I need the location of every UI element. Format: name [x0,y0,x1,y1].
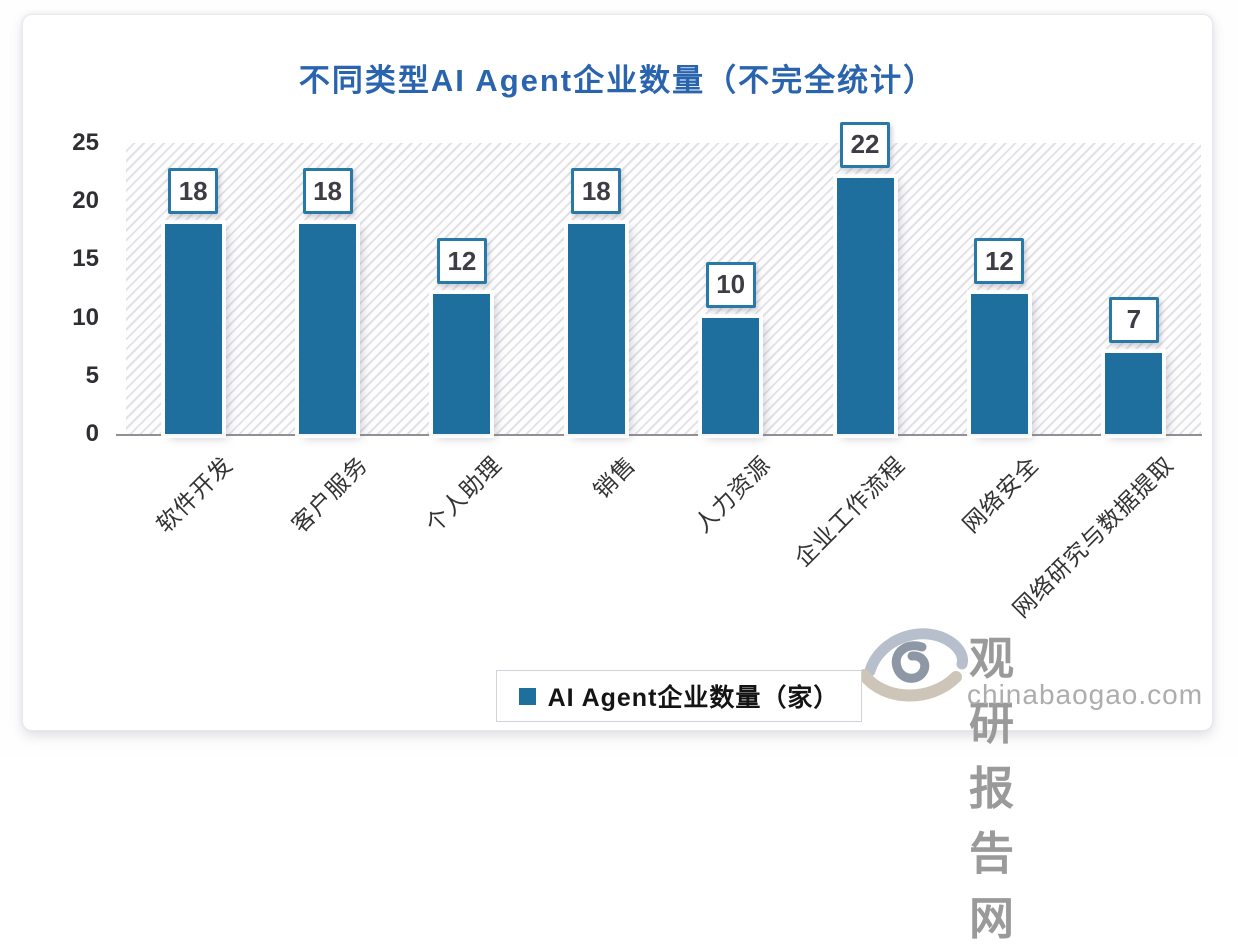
bar-value-label: 18 [302,168,353,215]
x-axis-line [116,434,1202,436]
bar-value-label: 18 [571,168,622,215]
watermark-domain: chinabaogao.com [967,679,1204,710]
bar-value-label: 22 [840,121,891,168]
y-tick-label: 10 [72,303,99,331]
legend: AI Agent企业数量（家） [496,670,862,722]
bar [702,317,760,434]
y-tick-label: 5 [85,361,99,389]
legend-label: AI Agent企业数量（家） [547,684,840,712]
bar-value-label: 7 [1108,296,1159,343]
y-tick-label: 15 [72,245,99,273]
chart-title: 不同类型AI Agent企业数量（不完全统计） [298,63,937,98]
chart-card: 不同类型AI Agent企业数量（不完全统计） 0 5 10 15 20 25 18 18 1… [22,14,1213,944]
bar-value-label: 10 [705,261,756,308]
y-tick-label: 0 [85,420,99,447]
bar [836,177,894,434]
watermark-name: 观研报告网 [969,633,1019,944]
bar [567,224,625,434]
bar [1105,352,1163,434]
bar-value-label: 12 [974,238,1025,285]
plot-area [126,143,1201,435]
bar [970,294,1028,434]
legend-marker-icon [518,687,536,705]
y-tick-label: 20 [72,187,99,215]
bar [433,294,491,434]
bar-value-label: 18 [168,168,219,215]
bar-value-label: 12 [436,238,487,285]
y-tick-label: 25 [72,129,99,156]
chart-image: 不同类型AI Agent企业数量（不完全统计） 0 5 10 15 20 25 18 18 1… [22,14,1213,944]
bar [299,224,357,434]
bar [164,224,222,434]
watermark-logo-icon [858,628,968,702]
